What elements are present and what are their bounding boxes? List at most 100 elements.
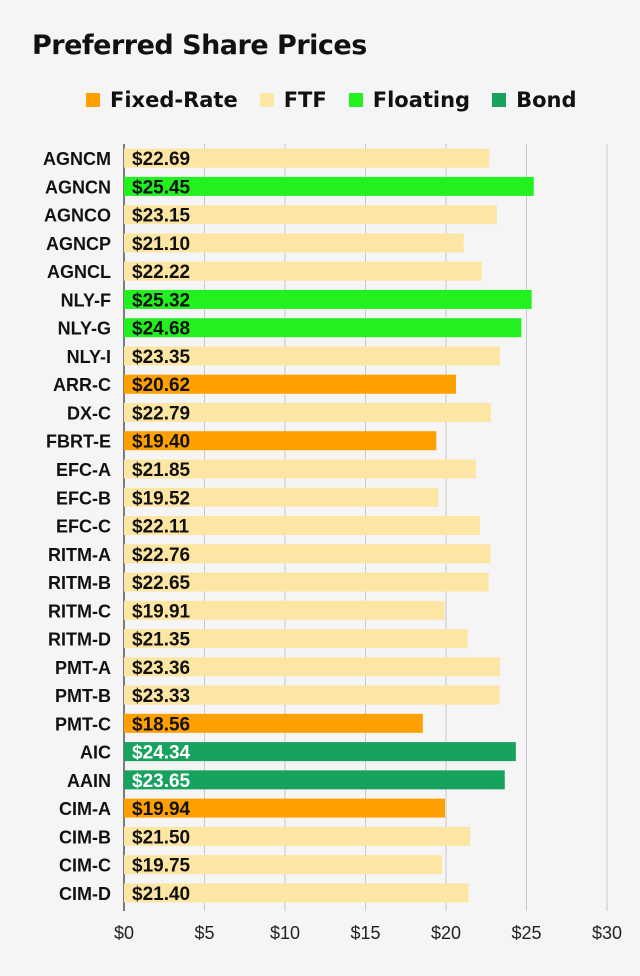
bar-ritm-b <box>124 572 489 592</box>
bar-ritm-c <box>124 600 445 620</box>
y-axis-labels: AGNCM AGNCN AGNCO AGNCP AGNCL NLY-F NLY-G NLY-I… <box>43 149 111 904</box>
category-label: EFC-B <box>56 488 111 508</box>
bar-value-label: $22.11 <box>132 517 189 538</box>
bar-value-label: $18.56 <box>132 714 190 735</box>
bar-value-label: $22.79 <box>132 403 190 424</box>
bar-value-label: $22.22 <box>132 262 190 283</box>
x-tick-label: $30 <box>592 923 622 943</box>
bar-value-label: $19.52 <box>132 488 190 509</box>
legend-swatch <box>259 93 274 107</box>
bar-value-label: $23.35 <box>132 347 191 368</box>
category-label: EFC-A <box>56 460 111 480</box>
category-label: AGNCM <box>43 149 111 169</box>
legend-label: Floating <box>372 88 471 112</box>
legend-swatch <box>492 93 507 107</box>
bar-agncn <box>124 176 534 196</box>
bar-cim-b <box>124 826 471 846</box>
bars-group: $22.69 $25.45 $23.15 $21.10 $22.22 $25.32 $24.… <box>124 148 534 905</box>
bar-value-label: $23.65 <box>132 771 191 792</box>
category-label: NLY-F <box>61 290 111 310</box>
bar-aain <box>124 770 505 790</box>
bar-fbrt-e <box>124 431 437 451</box>
legend-item-ftf: FTF <box>259 88 327 112</box>
category-label: AGNCO <box>44 206 111 226</box>
bar-value-label: $24.68 <box>132 319 190 340</box>
category-label: AAIN <box>67 771 111 791</box>
x-tick-label: $0 <box>114 923 134 943</box>
bar-cim-a <box>124 798 446 818</box>
bar-value-label: $19.91 <box>132 601 191 622</box>
category-label: RITM-D <box>48 630 111 650</box>
legend-item-floating: Floating <box>348 88 471 112</box>
legend-swatch <box>348 93 363 107</box>
category-label: RITM-A <box>48 545 111 565</box>
bar-value-label: $25.32 <box>132 290 190 311</box>
bar-value-label: $21.10 <box>132 234 190 255</box>
x-tick-label: $10 <box>270 923 300 943</box>
legend-item-fixed-rate: Fixed-Rate <box>86 88 238 112</box>
bar-value-label: $19.40 <box>132 432 190 453</box>
category-label: PMT-C <box>55 714 111 734</box>
category-label: AIC <box>80 743 111 763</box>
bar-nly-g <box>124 318 522 338</box>
category-label: RITM-B <box>48 573 111 593</box>
chart-title: Preferred Share Prices <box>32 30 367 61</box>
bar-cim-d <box>124 883 469 903</box>
bar-value-label: $22.76 <box>132 545 190 566</box>
bar-efc-c <box>124 516 480 536</box>
legend-label: FTF <box>283 88 327 112</box>
category-label: ARR-C <box>53 375 111 395</box>
bar-value-label: $25.45 <box>132 177 191 198</box>
bar-cim-c <box>124 855 442 875</box>
bar-nly-i <box>124 346 500 366</box>
x-tick-label: $25 <box>511 923 541 943</box>
bar-agncp <box>124 233 464 253</box>
bar-value-label: $20.62 <box>132 375 190 396</box>
legend-label: Fixed-Rate <box>110 88 238 112</box>
category-label: CIM-B <box>59 827 111 847</box>
x-tick-label: $15 <box>350 923 380 943</box>
legend-label: Bond <box>516 88 577 112</box>
x-axis-labels: $0 $5 $10 $15 $20 $25 $30 <box>114 923 622 943</box>
x-tick-label: $5 <box>194 923 214 943</box>
bar-pmt-c <box>124 713 423 733</box>
bar-value-label: $21.50 <box>132 827 190 848</box>
legend: Fixed-Rate FTF Floating Bond <box>86 88 599 112</box>
bar-value-label: $21.85 <box>132 460 191 481</box>
category-label: EFC-C <box>56 517 111 537</box>
bar-value-label: $21.35 <box>132 630 191 651</box>
category-label: PMT-A <box>55 658 111 678</box>
bar-pmt-b <box>124 685 500 705</box>
bar-value-label: $23.33 <box>132 686 190 707</box>
bar-value-label: $22.65 <box>132 573 191 594</box>
category-label: NLY-I <box>67 347 111 367</box>
bar-ritm-d <box>124 629 468 649</box>
bar-aic <box>124 742 516 762</box>
category-label: AGNCL <box>47 262 111 282</box>
bar-value-label: $23.36 <box>132 658 190 679</box>
category-label: CIM-C <box>59 856 111 876</box>
bar-efc-a <box>124 459 476 479</box>
bar-dx-c <box>124 402 491 422</box>
legend-item-bond: Bond <box>492 88 577 112</box>
bar-agnco <box>124 205 497 225</box>
category-label: PMT-B <box>55 686 111 706</box>
category-label: FBRT-E <box>46 432 111 452</box>
legend-swatch <box>86 93 100 107</box>
bar-agncm <box>124 148 490 168</box>
bar-value-label: $22.69 <box>132 149 190 170</box>
bar-value-label: $23.15 <box>132 206 191 227</box>
category-label: DX-C <box>67 403 111 423</box>
bar-ritm-a <box>124 544 491 564</box>
category-label: NLY-G <box>58 319 111 339</box>
category-label: CIM-D <box>59 884 111 904</box>
category-label: AGNCP <box>46 234 111 254</box>
category-label: CIM-A <box>59 799 111 819</box>
x-tick-label: $20 <box>431 923 461 943</box>
bar-value-label: $19.75 <box>132 856 191 877</box>
category-label: RITM-C <box>48 601 111 621</box>
category-label: AGNCN <box>45 177 111 197</box>
bar-value-label: $21.40 <box>132 884 190 905</box>
bar-efc-b <box>124 487 439 507</box>
